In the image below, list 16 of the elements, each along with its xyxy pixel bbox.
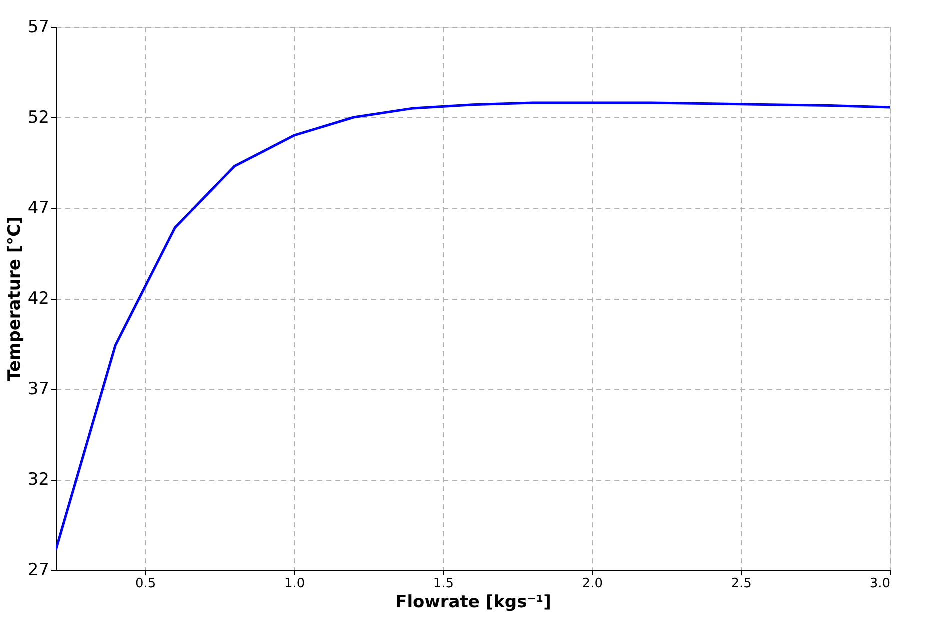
x-tick-label: 0.5 xyxy=(136,576,156,592)
x-tick-label: 3.0 xyxy=(870,576,890,592)
y-tick-label: 42 xyxy=(28,289,50,309)
x-axis-title: Flowrate [kgs⁻¹] xyxy=(396,592,552,612)
y-axis-title: Temperature [°C] xyxy=(4,216,25,382)
y-tick-label: 52 xyxy=(28,108,50,128)
y-tick-label: 47 xyxy=(28,198,50,218)
line-series xyxy=(56,102,890,552)
x-tick-label: 1.0 xyxy=(284,576,306,592)
y-tick-label: 57 xyxy=(28,18,50,38)
x-tick-label: 2.0 xyxy=(582,576,603,592)
y-tick-label: 37 xyxy=(28,380,50,400)
y-tick-label: 32 xyxy=(28,470,50,490)
x-tick-label: 2.5 xyxy=(731,576,752,592)
y-tick-label: 27 xyxy=(28,560,50,580)
x-tick-label: 1.5 xyxy=(433,576,454,592)
